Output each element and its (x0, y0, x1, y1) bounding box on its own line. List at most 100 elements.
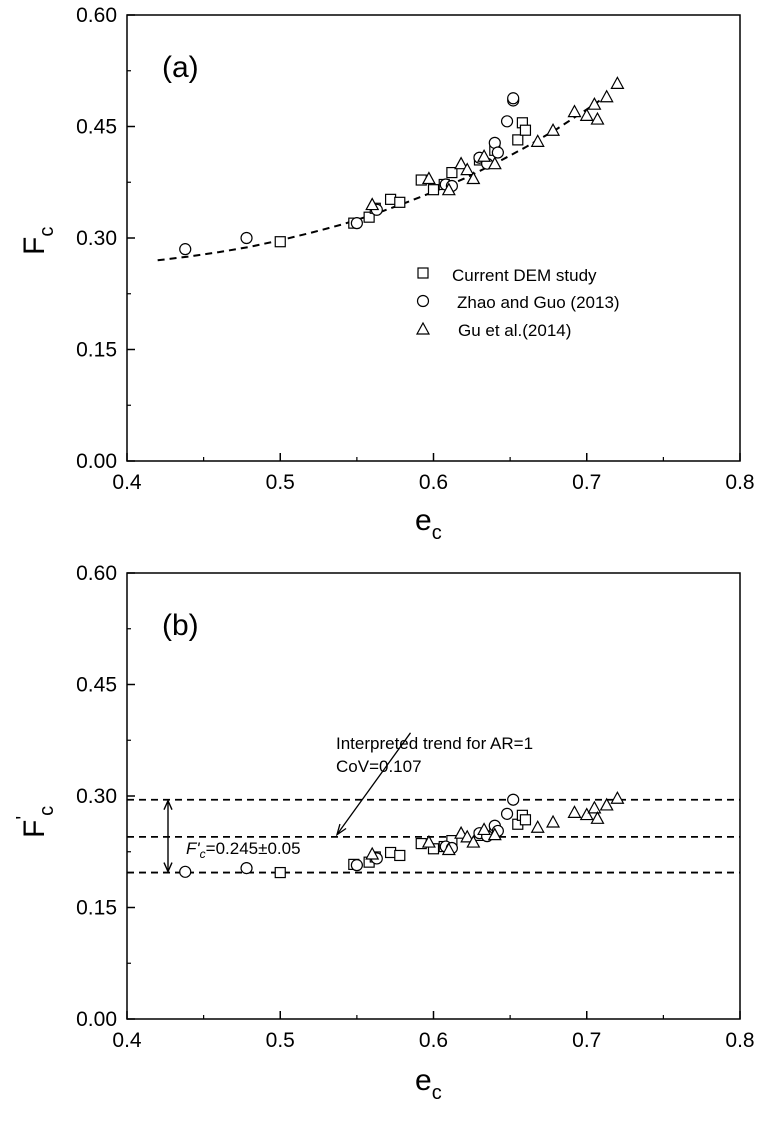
panel-b: 0.4 0.5 0.6 0.7 0.80.000.150.300.450.60 (b) … (13, 562, 755, 1104)
data-point-circle (500, 807, 514, 820)
x-tick-label: 0.6 (419, 471, 448, 494)
x-tick-label: 0.7 (572, 1029, 601, 1052)
data-point-triangle (477, 822, 492, 836)
data-point-triangle (590, 811, 605, 824)
legend-marker-triangle (415, 321, 431, 335)
plot-frame (126, 572, 741, 1020)
data-point-triangle (579, 108, 594, 121)
data-point-square (363, 211, 375, 223)
data-point-square (394, 196, 406, 208)
data-point-triangle (365, 197, 380, 211)
data-point-triangle (587, 96, 602, 110)
data-point-triangle (546, 122, 561, 136)
x-axis-label: ec (415, 504, 442, 544)
x-tick-label: 0.5 (266, 471, 295, 494)
data-point-square (274, 866, 286, 879)
data-point-triangle (579, 807, 594, 821)
pointer-arrow-shaft (336, 732, 412, 836)
legend-marker-circle (416, 294, 430, 308)
data-point-square (519, 124, 532, 136)
data-point-triangle (546, 814, 561, 828)
y-tick-label: 0.15 (76, 339, 117, 362)
data-point-triangle (466, 834, 481, 848)
marks-layer (179, 76, 625, 256)
data-point-triangle (530, 819, 545, 833)
data-point-triangle (487, 156, 502, 170)
trend-curve (157, 98, 603, 262)
y-tick-label: 0.45 (76, 674, 117, 697)
plot-frame (126, 14, 741, 462)
panel-label: (b) (162, 609, 199, 642)
data-point-triangle (441, 182, 456, 196)
data-point-triangle (441, 842, 456, 856)
data-point-circle (491, 146, 504, 159)
data-point-circle (179, 865, 192, 878)
y-tick-label: 0.00 (76, 450, 117, 473)
pointer-arrow-head (335, 823, 347, 837)
data-point-triangle (365, 846, 380, 860)
data-point-triangle (610, 790, 625, 804)
data-point-square (274, 236, 286, 248)
panel-label: (a) (162, 51, 199, 84)
data-point-circle (179, 243, 192, 256)
annotation-band-label: F'c=0.245±0.05 (186, 839, 301, 861)
data-point-triangle (477, 148, 492, 162)
x-tick-label: 0.4 (112, 471, 142, 494)
data-point-triangle (454, 156, 469, 170)
data-point-triangle (567, 104, 582, 118)
x-tick-label: 0.6 (419, 1029, 448, 1052)
x-tick-label: 0.7 (572, 471, 601, 494)
x-tick-label: 0.8 (725, 471, 754, 494)
data-point-triangle (567, 805, 582, 818)
legend-label-gu: Gu et al.(2014) (458, 321, 571, 340)
ticks-layer: 0.4 0.5 0.6 0.7 0.8 0.00 0.15 0.30 0.45 0.60 (76, 562, 754, 1052)
y-axis-label: Fc (18, 227, 58, 255)
data-point-circle (500, 115, 514, 128)
data-point-square (519, 814, 532, 826)
legend-label-current-dem: Current DEM study (452, 266, 597, 285)
annotation-arrows (163, 732, 412, 874)
x-tick-label: 0.5 (266, 1029, 295, 1052)
data-point-square (394, 849, 406, 862)
data-point-circle (350, 217, 363, 230)
x-tick-label: 0.8 (725, 1029, 754, 1052)
data-point-square (384, 846, 397, 859)
y-tick-label: 0.60 (76, 562, 117, 585)
annotation-trend-title: Interpreted trend for AR=1 (336, 734, 533, 753)
band-arrow-head-top (163, 798, 173, 811)
annotation-cov: CoV=0.107 (336, 757, 422, 776)
x-axis-label: ec (415, 1064, 442, 1104)
data-point-triangle (530, 134, 545, 147)
marks-layer (179, 790, 625, 879)
data-point-triangle (587, 800, 602, 814)
data-point-triangle (610, 76, 625, 89)
y-axis-label: F'c (13, 806, 58, 838)
data-point-triangle (487, 827, 502, 841)
x-tick-label: 0.4 (112, 1029, 142, 1052)
trend-layer (157, 98, 603, 262)
data-point-circle (240, 862, 253, 875)
data-point-square (512, 134, 524, 146)
data-point-triangle (590, 111, 605, 125)
data-point-triangle (421, 834, 436, 848)
data-point-triangle (466, 171, 481, 185)
legend-marker-square (417, 267, 429, 279)
data-point-triangle (460, 162, 475, 176)
data-point-circle (350, 859, 363, 872)
y-tick-label: 0.15 (76, 897, 117, 920)
data-point-square (384, 193, 397, 205)
data-point-square (446, 166, 458, 179)
legend-label-zhao-guo: Zhao and Guo (2013) (457, 293, 620, 312)
data-point-triangle (460, 829, 475, 843)
y-tick-label: 0.00 (76, 1008, 117, 1031)
data-point-circle (507, 92, 520, 105)
band-arrow-head-bottom (163, 862, 173, 874)
reference-lines-layer (127, 798, 740, 874)
data-point-circle (507, 793, 520, 806)
y-tick-label: 0.30 (76, 785, 117, 808)
y-tick-label: 0.30 (76, 227, 117, 250)
y-tick-label: 0.45 (76, 116, 117, 139)
ticks-layer: 0.4 0.5 0.6 0.7 0.8 0.00 0.15 0.30 0.45 0.60 (76, 4, 754, 494)
data-point-triangle (421, 171, 436, 185)
